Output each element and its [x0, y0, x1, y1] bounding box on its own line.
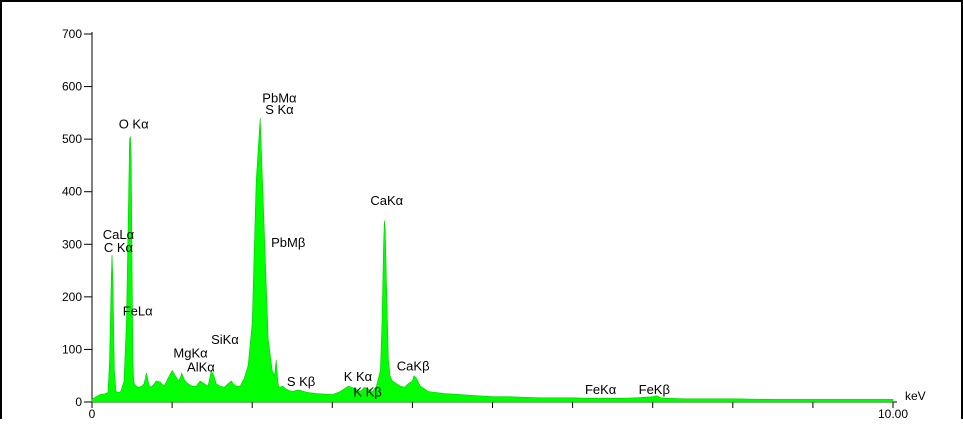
peak-label: PbMβ: [271, 235, 305, 250]
x-tick-label: 10.00: [878, 407, 908, 419]
peak-label: O Kα: [119, 117, 149, 132]
y-tick-label: 600: [62, 80, 82, 94]
peak-label: CaLα: [103, 227, 135, 242]
peak-label: AlKα: [187, 360, 215, 375]
y-tick-label: 400: [62, 185, 82, 199]
peak-label: K Kα: [344, 369, 373, 384]
peak-label: FeLα: [123, 303, 153, 318]
peak-label: C Kα: [104, 240, 134, 255]
x-axis-unit-label: keV: [905, 389, 926, 403]
peak-label: CaKα: [370, 193, 403, 208]
y-tick-label: 500: [62, 132, 82, 146]
y-tick-label: 700: [62, 27, 82, 41]
y-tick-label: 300: [62, 237, 82, 251]
peak-label: FeKβ: [639, 382, 670, 397]
y-tick-label: 200: [62, 290, 82, 304]
x-axis: 0 10.00: [89, 401, 908, 421]
y-tick-label: 100: [62, 342, 82, 356]
peak-label: K Kβ: [353, 385, 381, 400]
peak-label: S Kα: [265, 102, 294, 117]
peak-label: SiKα: [211, 332, 239, 347]
x-tick-label: 0: [89, 407, 96, 419]
y-axis: 0 100 200 300 400 500 600 700: [62, 27, 93, 409]
y-tick-label: 0: [75, 395, 82, 409]
peak-label: PbMα: [262, 90, 297, 105]
peak-label: FeKα: [585, 382, 617, 397]
peak-label: S Kβ: [287, 374, 315, 389]
peak-label: MgKα: [173, 345, 208, 360]
spectrum-area: [91, 118, 894, 403]
peak-label: CaKβ: [397, 358, 430, 373]
